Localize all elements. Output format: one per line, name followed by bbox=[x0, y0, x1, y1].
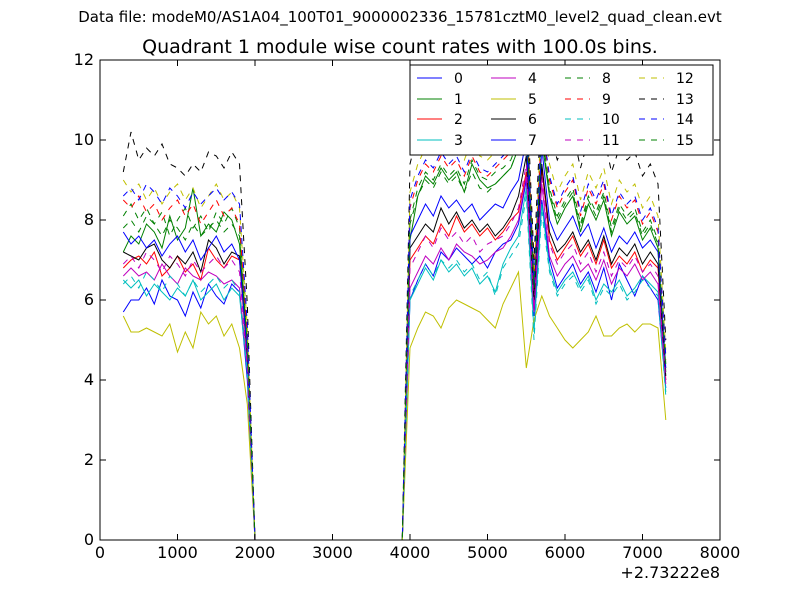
series-line-10 bbox=[122, 195, 667, 541]
legend-frame bbox=[409, 64, 714, 156]
legend-label: 15 bbox=[676, 133, 694, 149]
legend-label: 12 bbox=[676, 71, 694, 87]
legend-item-7: 7 bbox=[491, 133, 537, 149]
legend-label: 6 bbox=[528, 112, 537, 128]
legend-item-2: 2 bbox=[417, 112, 463, 128]
legend-item-3: 3 bbox=[417, 133, 463, 149]
y-tick-label: 4 bbox=[84, 370, 94, 389]
x-tick-label: 3000 bbox=[312, 543, 353, 562]
legend-label: 4 bbox=[528, 71, 537, 87]
legend-item-4: 4 bbox=[491, 71, 537, 87]
series-line-8 bbox=[122, 107, 667, 541]
legend-label: 8 bbox=[602, 71, 611, 87]
x-tick-label: 7000 bbox=[622, 543, 663, 562]
legend-label: 3 bbox=[454, 133, 463, 149]
legend-label: 2 bbox=[454, 112, 463, 128]
legend-item-5: 5 bbox=[491, 92, 537, 108]
legend-item-14: 14 bbox=[639, 112, 694, 128]
suptitle: Data file: modeM0/AS1A04_100T01_90000023… bbox=[78, 8, 722, 26]
x-offset-label: +2.73222e8 bbox=[620, 563, 720, 582]
legend-item-1: 1 bbox=[417, 92, 463, 108]
legend-item-9: 9 bbox=[565, 92, 611, 108]
legend-label: 9 bbox=[602, 92, 611, 108]
series-line-3 bbox=[122, 187, 667, 541]
y-tick-label: 8 bbox=[84, 210, 94, 229]
legend-item-13: 13 bbox=[639, 92, 694, 108]
legend-item-6: 6 bbox=[491, 112, 537, 128]
chart-title: Quadrant 1 module wise count rates with … bbox=[142, 36, 658, 58]
legend-label: 7 bbox=[528, 133, 537, 149]
legend-item-15: 15 bbox=[639, 133, 694, 149]
y-tick-label: 12 bbox=[74, 50, 94, 69]
y-tick-label: 2 bbox=[84, 450, 94, 469]
x-tick-label: 6000 bbox=[545, 543, 586, 562]
legend-item-11: 11 bbox=[565, 133, 620, 149]
y-tick-label: 10 bbox=[74, 130, 94, 149]
legend-label: 5 bbox=[528, 92, 537, 108]
series-line-11 bbox=[122, 163, 667, 541]
legend-label: 10 bbox=[602, 112, 620, 128]
y-tick-label: 0 bbox=[84, 530, 94, 549]
legend-label: 13 bbox=[676, 92, 694, 108]
legend-item-12: 12 bbox=[639, 71, 694, 87]
x-tick-label: 5000 bbox=[467, 543, 508, 562]
x-tick-label: 1000 bbox=[157, 543, 198, 562]
legend-label: 1 bbox=[454, 92, 463, 108]
y-tick-label: 6 bbox=[84, 290, 94, 309]
x-tick-label: 2000 bbox=[235, 543, 276, 562]
series-line-15 bbox=[122, 119, 667, 541]
x-tick-label: 8000 bbox=[700, 543, 741, 562]
series-line-9 bbox=[122, 99, 667, 541]
legend-item-10: 10 bbox=[565, 112, 620, 128]
ticks-layer: 0 1000 2000 3000 4000 5000 6000 7000 80000246810… bbox=[74, 50, 741, 562]
series-line-1 bbox=[122, 115, 667, 541]
series-line-14 bbox=[122, 103, 667, 541]
legend-item-8: 8 bbox=[565, 71, 611, 87]
series-line-0 bbox=[122, 179, 667, 541]
series-line-6 bbox=[123, 155, 667, 541]
x-tick-label: 0 bbox=[95, 543, 105, 562]
legend-item-0: 0 bbox=[417, 71, 463, 87]
legend-label: 0 bbox=[454, 71, 463, 87]
legend-label: 11 bbox=[602, 133, 620, 149]
series-line-5 bbox=[122, 270, 667, 541]
legend-label: 14 bbox=[676, 112, 694, 128]
x-tick-label: 4000 bbox=[390, 543, 431, 562]
